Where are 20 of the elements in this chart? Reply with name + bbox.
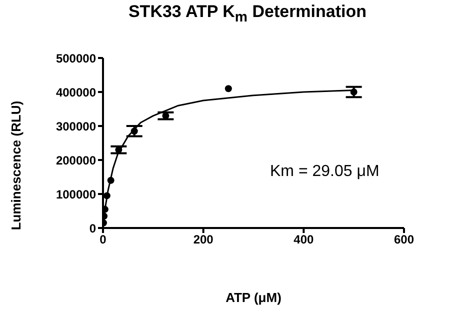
- y-tick-label: 200000: [56, 153, 96, 168]
- x-tick-label: 600: [394, 232, 414, 247]
- x-tick-label: 0: [100, 232, 107, 247]
- x-axis-title: ATP (μM): [226, 290, 282, 305]
- chart-title: STK33 ATP K$_{m}$ Determination: [128, 2, 367, 26]
- point: [115, 146, 122, 154]
- point: [103, 192, 110, 200]
- y-tick-label: 400000: [56, 85, 96, 100]
- y-axis-title: Luminescence (RLU): [8, 100, 24, 230]
- y-tick-label: 500000: [56, 51, 96, 66]
- point: [130, 128, 138, 135]
- point: [107, 176, 114, 184]
- y-tick-label: 100000: [56, 187, 96, 202]
- x-tick-label: 400: [294, 232, 314, 247]
- point: [224, 85, 232, 92]
- annotation: Km = 29.05 μM: [270, 163, 380, 180]
- x-tick-label: 200: [193, 232, 214, 247]
- y-tick-label: 300000: [56, 119, 96, 134]
- y-tick-label: 0: [89, 221, 96, 236]
- point: [162, 112, 170, 120]
